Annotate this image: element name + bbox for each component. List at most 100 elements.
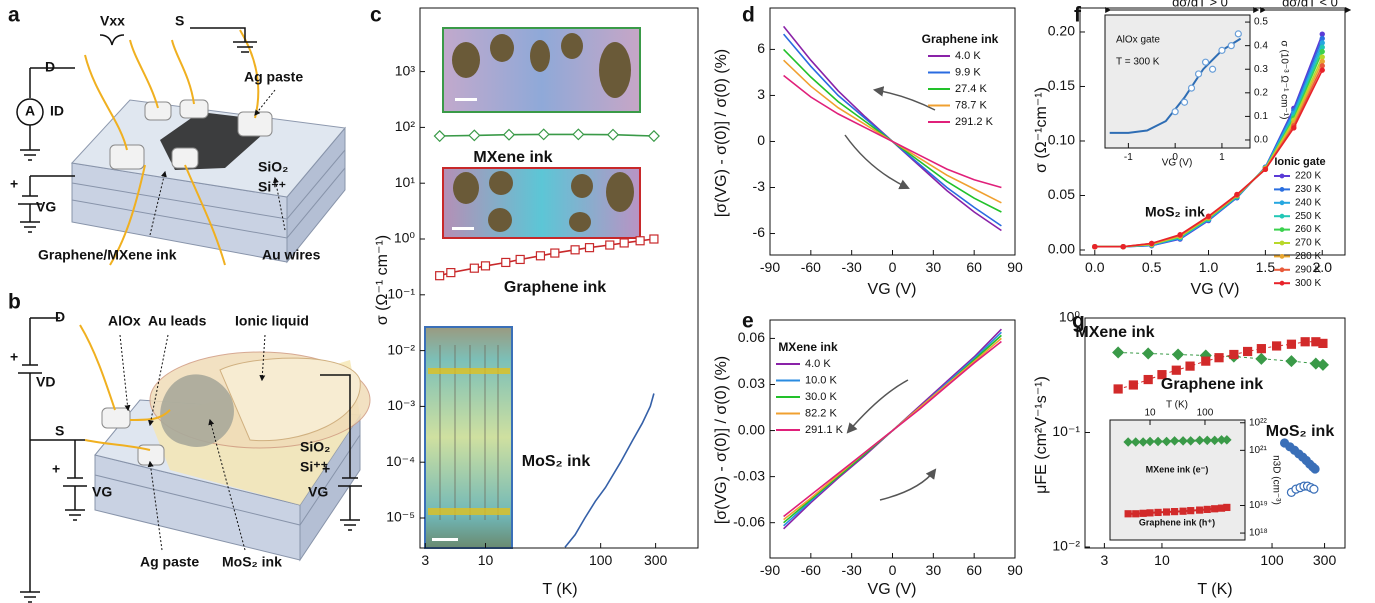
- panel-letter: g: [1072, 310, 1085, 333]
- diagram-label: Au leads: [148, 313, 207, 329]
- x-axis-label: VG (V): [1191, 281, 1240, 298]
- micrographs: [424, 27, 641, 549]
- y-axis-label: σ (Ω⁻¹cm⁻¹): [1033, 87, 1050, 173]
- y-tick-label: 0.06: [738, 329, 765, 345]
- marker: [1201, 58, 1210, 66]
- y-tick-label: 10⁻⁵: [386, 509, 415, 525]
- x-tick-label: 1: [1219, 152, 1225, 163]
- marker: [1316, 358, 1329, 371]
- legend-label: 10.0 K: [805, 374, 837, 386]
- y-axis-label: [σ(VG) - σ(0)] / σ(0) (%): [713, 356, 730, 524]
- marker: [1161, 436, 1172, 447]
- y-tick-label: 10¹⁸: [1249, 528, 1268, 539]
- panel-letter: f: [1074, 4, 1082, 27]
- legend-label: 250 K: [1295, 211, 1321, 222]
- y-axis-label: n3D (cm⁻³): [1270, 455, 1281, 505]
- marker: [1319, 54, 1325, 60]
- legend-label: 240 K: [1295, 197, 1321, 208]
- diagram-label: SiO₂: [300, 439, 330, 455]
- marker: [1153, 436, 1163, 447]
- marker: [1222, 435, 1232, 445]
- chart: g 3 10 100 300 10⁻² 10⁻¹ 10⁰ T (K) μFE (cm²V⁻¹s⁻¹…: [1033, 309, 1346, 598]
- x-axis-label: VG (V): [868, 581, 917, 598]
- marker: [1169, 436, 1180, 446]
- marker: [1279, 200, 1285, 206]
- y-tick-label: 0.20: [1048, 23, 1075, 39]
- panel-letter: b: [8, 291, 21, 314]
- marker: [1194, 435, 1205, 446]
- series-line: [783, 74, 1002, 189]
- series-label: Graphene ink: [504, 279, 606, 296]
- panel-letter: c: [370, 4, 382, 27]
- marker: [1279, 240, 1285, 246]
- marker: [1124, 510, 1132, 518]
- y-tick-label: 10²²: [1249, 417, 1267, 428]
- marker: [1256, 344, 1266, 354]
- marker: [1209, 435, 1220, 446]
- marker: [1319, 63, 1325, 69]
- panel-letter: d: [742, 4, 755, 27]
- legend-label: 4.0 K: [955, 50, 981, 62]
- y-tick-label: -6: [753, 224, 766, 240]
- series-label: MoS₂ ink: [522, 453, 591, 470]
- legend-title: Graphene ink: [922, 32, 999, 46]
- diagram-label: Si⁺⁺: [300, 459, 328, 475]
- y-axis-label: σ (10⁻³ Ω⁻¹ cm⁻¹): [1278, 41, 1289, 120]
- y-tick-label: 10⁻²: [1052, 538, 1080, 554]
- diagram-label: Si⁺⁺: [258, 179, 286, 195]
- marker: [1148, 240, 1155, 247]
- x-tick-label: 10: [1154, 552, 1170, 568]
- marker: [1218, 46, 1226, 54]
- annotation: dσ/dT > 0: [1172, 0, 1228, 9]
- marker: [515, 254, 525, 265]
- marker: [1187, 507, 1195, 515]
- annotation: AlOx gate: [1116, 35, 1160, 46]
- marker: [1319, 31, 1325, 37]
- chart: -1 0 1 0.0 0.1 0.2 0.3 0.4 0.5 VG (V) σ (10⁻³ Ω⁻¹ …: [1104, 14, 1289, 169]
- legend-label: 300 K: [1295, 278, 1321, 289]
- series-label: MXene ink: [473, 149, 552, 166]
- marker: [1179, 507, 1187, 515]
- y-tick-label: 10⁰: [394, 230, 416, 246]
- y-tick-label: 10¹: [395, 174, 416, 190]
- marker: [1194, 70, 1203, 78]
- marker: [647, 129, 660, 143]
- marker: [1300, 337, 1310, 347]
- marker: [468, 129, 481, 142]
- y-tick-label: 0.1: [1254, 111, 1268, 122]
- diagram-label: MoS₂ ink: [222, 554, 282, 570]
- marker: [1262, 166, 1269, 173]
- marker: [1309, 484, 1319, 494]
- diagram-label: A: [25, 103, 35, 119]
- marker: [1143, 374, 1153, 385]
- x-tick-label: -90: [760, 259, 780, 275]
- marker: [435, 271, 445, 281]
- y-tick-label: 0.2: [1254, 87, 1268, 98]
- marker: [1223, 503, 1231, 512]
- diagram-label: Ionic liquid: [235, 313, 309, 329]
- series-line: [1117, 341, 1324, 390]
- x-tick-label: 1.0: [1199, 259, 1219, 275]
- marker: [1171, 348, 1185, 361]
- y-tick-label: 10²¹: [1249, 445, 1267, 456]
- marker: [1185, 361, 1195, 371]
- y-tick-label: 10⁻⁴: [386, 453, 415, 469]
- marker: [1214, 353, 1224, 363]
- marker: [1208, 65, 1217, 73]
- marker: [1132, 510, 1140, 518]
- series-label: MoS₂ ink: [1266, 423, 1335, 440]
- y-tick-label: -0.06: [733, 513, 765, 529]
- marker: [1202, 435, 1212, 446]
- marker: [1291, 125, 1297, 131]
- x-tick-label: -90: [760, 562, 780, 578]
- legend-label: 290 K: [1295, 264, 1321, 275]
- x-tick-label: 1.5: [1256, 259, 1276, 275]
- x-tick-label: -1: [1124, 152, 1133, 163]
- y-tick-label: 0: [757, 132, 765, 148]
- series-line: [564, 393, 655, 548]
- legend-label: 260 K: [1295, 224, 1321, 235]
- diagram-label: VG: [92, 484, 112, 500]
- marker: [1255, 352, 1268, 365]
